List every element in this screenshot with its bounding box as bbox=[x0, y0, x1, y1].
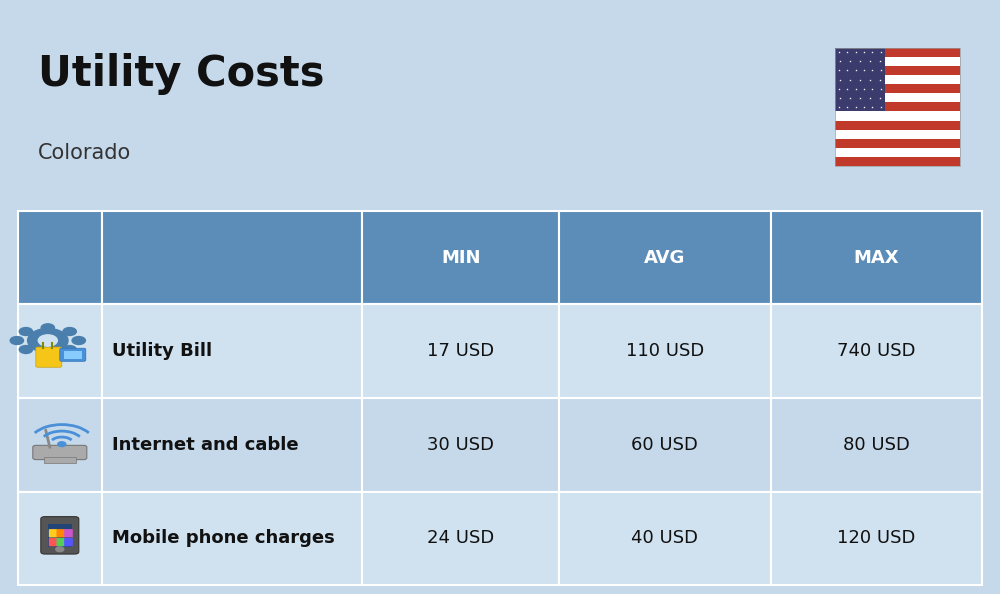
Circle shape bbox=[19, 327, 33, 336]
FancyBboxPatch shape bbox=[835, 48, 960, 166]
FancyBboxPatch shape bbox=[835, 102, 960, 112]
Circle shape bbox=[41, 349, 54, 357]
Circle shape bbox=[10, 337, 24, 345]
FancyBboxPatch shape bbox=[835, 139, 960, 148]
FancyBboxPatch shape bbox=[835, 121, 960, 129]
Circle shape bbox=[63, 327, 76, 336]
FancyBboxPatch shape bbox=[64, 351, 82, 359]
FancyBboxPatch shape bbox=[835, 148, 960, 157]
FancyBboxPatch shape bbox=[835, 48, 960, 56]
FancyBboxPatch shape bbox=[33, 446, 87, 460]
FancyBboxPatch shape bbox=[559, 492, 771, 585]
Text: 740 USD: 740 USD bbox=[837, 342, 916, 360]
FancyBboxPatch shape bbox=[60, 348, 86, 361]
FancyBboxPatch shape bbox=[835, 75, 960, 84]
FancyBboxPatch shape bbox=[771, 398, 982, 492]
FancyBboxPatch shape bbox=[835, 129, 960, 139]
FancyBboxPatch shape bbox=[18, 492, 102, 585]
FancyBboxPatch shape bbox=[102, 211, 362, 304]
Text: 40 USD: 40 USD bbox=[631, 529, 698, 547]
FancyBboxPatch shape bbox=[835, 93, 960, 102]
FancyBboxPatch shape bbox=[36, 347, 62, 367]
FancyBboxPatch shape bbox=[56, 529, 65, 538]
FancyBboxPatch shape bbox=[835, 66, 960, 75]
FancyBboxPatch shape bbox=[835, 48, 885, 112]
FancyBboxPatch shape bbox=[559, 304, 771, 398]
Text: 17 USD: 17 USD bbox=[427, 342, 494, 360]
Text: MAX: MAX bbox=[853, 249, 899, 267]
FancyBboxPatch shape bbox=[41, 517, 79, 554]
Text: Utility Costs: Utility Costs bbox=[38, 53, 324, 96]
FancyBboxPatch shape bbox=[362, 211, 559, 304]
FancyBboxPatch shape bbox=[64, 529, 73, 538]
FancyBboxPatch shape bbox=[362, 492, 559, 585]
FancyBboxPatch shape bbox=[771, 211, 982, 304]
FancyBboxPatch shape bbox=[48, 524, 72, 547]
FancyBboxPatch shape bbox=[362, 398, 559, 492]
Text: MIN: MIN bbox=[441, 249, 480, 267]
FancyBboxPatch shape bbox=[18, 304, 102, 398]
Text: Colorado: Colorado bbox=[38, 143, 131, 163]
FancyBboxPatch shape bbox=[102, 304, 362, 398]
FancyBboxPatch shape bbox=[56, 538, 65, 546]
FancyBboxPatch shape bbox=[771, 492, 982, 585]
Text: Internet and cable: Internet and cable bbox=[112, 436, 298, 454]
Text: Mobile phone charges: Mobile phone charges bbox=[112, 529, 334, 547]
FancyBboxPatch shape bbox=[559, 211, 771, 304]
FancyBboxPatch shape bbox=[102, 398, 362, 492]
FancyBboxPatch shape bbox=[18, 211, 102, 304]
Text: 110 USD: 110 USD bbox=[626, 342, 704, 360]
FancyBboxPatch shape bbox=[835, 157, 960, 166]
FancyBboxPatch shape bbox=[559, 398, 771, 492]
Text: 60 USD: 60 USD bbox=[631, 436, 698, 454]
FancyBboxPatch shape bbox=[44, 457, 76, 463]
Circle shape bbox=[72, 337, 85, 345]
Circle shape bbox=[58, 442, 66, 447]
Text: 24 USD: 24 USD bbox=[427, 529, 494, 547]
FancyBboxPatch shape bbox=[49, 529, 57, 538]
Circle shape bbox=[28, 328, 68, 352]
Circle shape bbox=[56, 547, 64, 552]
FancyBboxPatch shape bbox=[64, 538, 73, 546]
FancyBboxPatch shape bbox=[362, 304, 559, 398]
Text: 30 USD: 30 USD bbox=[427, 436, 494, 454]
FancyBboxPatch shape bbox=[102, 492, 362, 585]
FancyBboxPatch shape bbox=[835, 112, 960, 121]
FancyBboxPatch shape bbox=[18, 398, 102, 492]
Circle shape bbox=[63, 346, 76, 353]
Text: 120 USD: 120 USD bbox=[837, 529, 915, 547]
Circle shape bbox=[38, 335, 57, 346]
Circle shape bbox=[41, 324, 54, 331]
FancyBboxPatch shape bbox=[835, 84, 960, 93]
Text: Utility Bill: Utility Bill bbox=[112, 342, 212, 360]
FancyBboxPatch shape bbox=[835, 56, 960, 66]
FancyBboxPatch shape bbox=[49, 538, 57, 546]
Text: 80 USD: 80 USD bbox=[843, 436, 910, 454]
Circle shape bbox=[19, 346, 33, 353]
Text: AVG: AVG bbox=[644, 249, 685, 267]
FancyBboxPatch shape bbox=[771, 304, 982, 398]
